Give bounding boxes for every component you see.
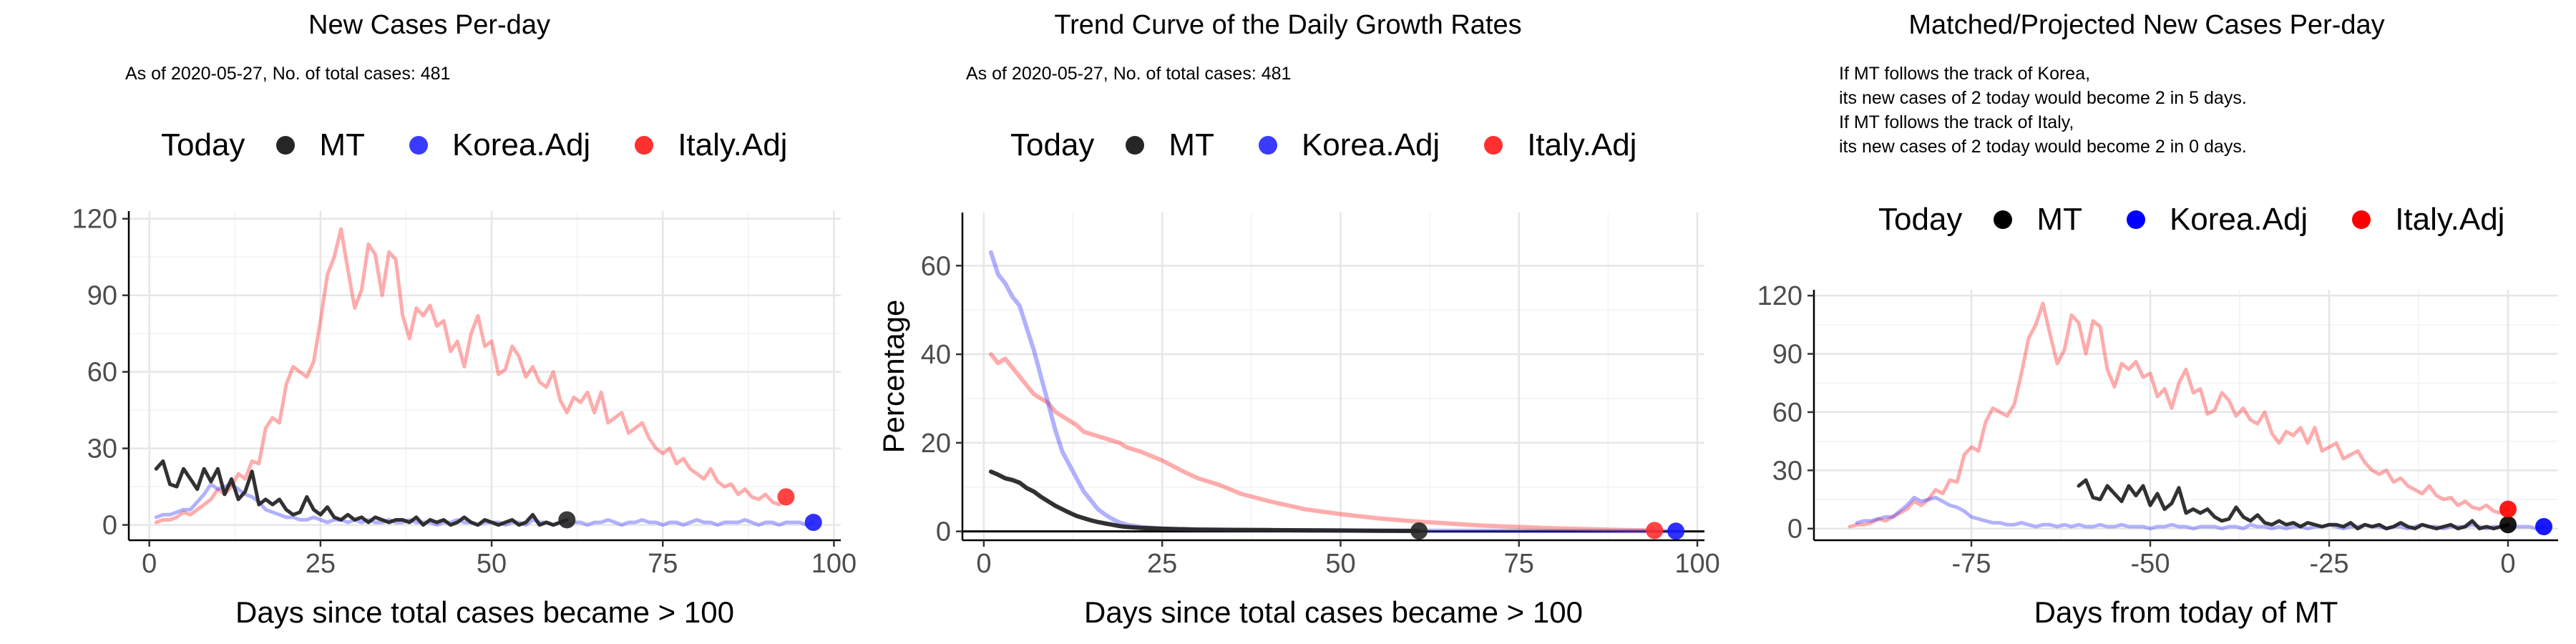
legend-label-korea: Korea.Adj	[1301, 127, 1440, 162]
today-point-korea-adj	[1667, 522, 1685, 540]
x-tick-label: 75	[1504, 549, 1534, 579]
y-tick-label: 30	[1772, 456, 1802, 486]
chart-title: Matched/Projected New Cases Per-day	[1908, 10, 2385, 40]
legend-label-italy: Italy.Adj	[2395, 202, 2505, 237]
y-tick-label: 20	[921, 429, 951, 459]
legend-title: Today	[1010, 127, 1095, 162]
x-axis-title: Days since total cases became > 100	[235, 595, 734, 629]
x-axis-title: Days since total cases became > 100	[1084, 595, 1583, 629]
subtitle-line: its new cases of 2 today would become 2 …	[1839, 88, 2247, 108]
legend: Today MT Korea.Adj Italy.Adj	[161, 127, 787, 163]
chart-title: Trend Curve of the Daily Growth Rates	[1054, 10, 1522, 40]
y-tick-label: 60	[87, 358, 117, 388]
series-line-mt	[2077, 478, 2510, 531]
series-line-italy-adj	[1848, 301, 2510, 529]
series-line-italy-adj	[154, 227, 788, 525]
chart-panel-2: Trend Curve of the Daily Growth Rates As…	[859, 0, 1720, 644]
y-tick-label: 0	[936, 517, 951, 547]
legend-label-mt: MT	[319, 127, 365, 162]
legend: Today MT Korea.Adj Italy.Adj	[1878, 202, 2504, 238]
legend-swatch-korea	[2126, 210, 2145, 229]
subtitle-line: its new cases of 2 today would become 2 …	[1839, 137, 2247, 157]
legend-label-korea: Korea.Adj	[2169, 202, 2308, 237]
legend-swatch-italy	[635, 136, 654, 155]
chart-panel-3: Matched/Projected New Cases Per-day If M…	[1717, 0, 2576, 644]
chart-panel-1: New Cases Per-day As of 2020-05-27, No. …	[0, 0, 859, 644]
x-tick-label: 50	[1325, 549, 1355, 579]
x-tick-label: 100	[811, 549, 857, 579]
legend-swatch-mt	[276, 136, 296, 155]
today-point-mt	[2499, 516, 2517, 534]
x-axis-title: Days from today of MT	[2034, 595, 2338, 629]
series-line-mt	[988, 469, 1422, 533]
y-tick-label: 90	[87, 281, 117, 311]
y-tick-label: 0	[1787, 514, 1802, 545]
subtitle-line: As of 2020-05-27, No. of total cases: 48…	[966, 64, 1292, 84]
legend-label-mt: MT	[1169, 127, 1214, 162]
x-tick-label: 75	[648, 549, 678, 579]
y-tick-label: 120	[72, 205, 117, 235]
legend-swatch-mt	[1994, 210, 2013, 229]
y-tick-label: 0	[102, 511, 117, 541]
x-tick-label: 25	[306, 549, 336, 579]
x-tick-label: -25	[2310, 549, 2349, 579]
chart-plot-growth-rates: 0 25 50 75 100 0 20 40 60 Days since total cases …	[877, 213, 1720, 629]
today-point-mt	[1410, 522, 1428, 540]
today-point-italy-adj	[2499, 500, 2517, 518]
series-line-mt	[154, 459, 569, 527]
today-point-mt	[558, 511, 576, 529]
x-tick-label: 0	[142, 549, 157, 579]
chart-title: New Cases Per-day	[308, 10, 550, 40]
legend-swatch-korea	[1258, 136, 1277, 155]
chart-subtitle: As of 2020-05-27, No. of total cases: 48…	[966, 62, 1291, 86]
y-tick-label: 60	[921, 251, 951, 281]
legend-swatch-mt	[1126, 136, 1145, 155]
y-tick-label: 60	[1772, 398, 1802, 428]
x-tick-label: 0	[976, 549, 991, 579]
legend-swatch-korea	[409, 136, 428, 155]
today-point-italy-adj	[1646, 522, 1664, 540]
series-line-korea-adj	[988, 250, 1679, 534]
subtitle-line: If MT follows the track of Korea,	[1839, 64, 2091, 84]
x-tick-label: 0	[2500, 549, 2515, 579]
y-tick-label: 90	[1772, 340, 1802, 370]
series-line-korea-adj	[154, 482, 816, 527]
chart-plot-projected: -75 -50 -25 0 0 30 60 90 120 Days from today of M…	[1757, 281, 2558, 629]
y-axis-title: Percentage	[877, 300, 910, 454]
legend-label-italy: Italy.Adj	[1527, 127, 1637, 162]
y-tick-label: 120	[1757, 281, 1802, 311]
x-tick-label: -50	[2131, 549, 2170, 579]
legend-swatch-italy	[1484, 136, 1503, 155]
legend: Today MT Korea.Adj Italy.Adj	[1010, 127, 1636, 163]
x-tick-label: 50	[477, 549, 507, 579]
legend-label-korea: Korea.Adj	[452, 127, 591, 162]
subtitle-line: As of 2020-05-27, No. of total cases: 48…	[125, 64, 451, 84]
x-tick-label: 100	[1674, 549, 1719, 579]
subtitle-line: If MT follows the track of Italy,	[1839, 112, 2074, 132]
legend-swatch-italy	[2352, 210, 2371, 229]
x-tick-label: -75	[1952, 549, 1991, 579]
y-tick-label: 40	[921, 340, 951, 370]
today-point-italy-adj	[777, 488, 795, 506]
chart-plot-new-cases: 0 25 50 75 100 0 30 60 90 120 Days since total cas…	[72, 205, 857, 629]
y-tick-label: 30	[87, 434, 117, 464]
chart-subtitle: If MT follows the track of Korea, its ne…	[1839, 62, 2247, 159]
legend-label-italy: Italy.Adj	[678, 127, 788, 162]
today-point-korea-adj	[804, 514, 822, 532]
today-point-korea-adj	[2535, 518, 2552, 536]
chart-subtitle: As of 2020-05-27, No. of total cases: 48…	[125, 62, 450, 86]
grid	[129, 211, 841, 540]
series-line-italy-adj	[988, 352, 1657, 533]
x-tick-label: 25	[1147, 549, 1177, 579]
legend-title: Today	[161, 127, 245, 162]
legend-title: Today	[1878, 202, 1963, 237]
legend-label-mt: MT	[2036, 202, 2082, 237]
grid	[962, 213, 1704, 540]
